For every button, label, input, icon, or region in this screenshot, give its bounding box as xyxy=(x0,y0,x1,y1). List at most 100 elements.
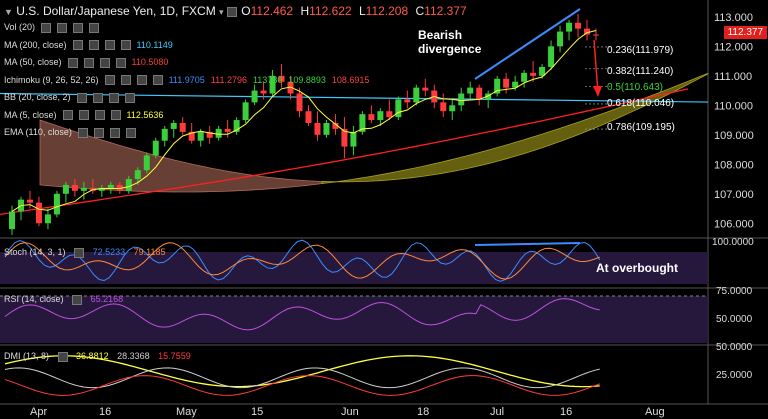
open-value: 112.462 xyxy=(250,4,294,18)
eye-icon[interactable] xyxy=(74,247,85,258)
dmi-label[interactable]: DMI (13, 8) xyxy=(4,351,50,361)
candle-body xyxy=(449,105,456,112)
high-label: H xyxy=(300,4,310,18)
indicator-control-icon[interactable] xyxy=(83,57,94,68)
close-value: 112.377 xyxy=(424,4,467,18)
indicator-control-icon[interactable] xyxy=(108,92,119,103)
chart-header: ▼ U.S. Dollar/Japanese Yen, 1D, FXCM ▾ O… xyxy=(4,4,467,18)
candle-body xyxy=(566,22,573,32)
candle-body xyxy=(251,90,258,103)
candle-body xyxy=(125,179,132,191)
candle-body xyxy=(206,131,213,138)
indicator-control-icon[interactable] xyxy=(136,75,147,86)
indicator-control-icon[interactable] xyxy=(109,127,120,138)
stoch-label[interactable]: Stoch (14, 3, 1) xyxy=(4,247,66,257)
indicator-control-icon[interactable] xyxy=(57,22,68,33)
price-tick-label: 107.000 xyxy=(714,189,754,201)
indicator-control-icon[interactable] xyxy=(94,110,105,121)
candle-body xyxy=(116,184,123,191)
indicator-control-icon[interactable] xyxy=(73,22,84,33)
indicator-control-icon[interactable] xyxy=(110,110,121,121)
indicator-control-icon[interactable] xyxy=(120,40,131,51)
indicator-label[interactable]: EMA (110, close) xyxy=(4,127,72,137)
candle-body xyxy=(494,78,501,94)
candle-body xyxy=(458,93,465,106)
price-tick-label: 108.000 xyxy=(714,159,754,171)
stoch-d-line xyxy=(4,242,600,280)
indicator-label[interactable]: Vol (20) xyxy=(4,22,36,32)
indicator-label[interactable]: MA (200, close) xyxy=(4,39,67,50)
candle-body xyxy=(548,46,555,67)
candle-body xyxy=(215,128,222,138)
candle-body xyxy=(377,111,384,121)
candle-body xyxy=(413,87,420,103)
indicator-control-icon[interactable] xyxy=(124,92,135,103)
dmi-tick-label: 50.0000 xyxy=(716,342,753,353)
fib-level-label: 0.382(111.240) xyxy=(607,66,674,77)
indicator-label[interactable]: BB (20, close, 2) xyxy=(4,92,71,102)
dmi-tick-label: 25.0000 xyxy=(716,370,753,381)
candle-body xyxy=(143,155,150,171)
indicator-control-icon[interactable] xyxy=(76,92,87,103)
candle-body xyxy=(62,184,69,194)
candle-body xyxy=(485,93,492,100)
indicator-control-icon[interactable] xyxy=(72,40,83,51)
indicator-value: 108.6915 xyxy=(331,74,370,85)
indicator-control-icon[interactable] xyxy=(62,110,73,121)
candle-body xyxy=(575,22,582,29)
current-price-tag: 112.377 xyxy=(723,26,767,39)
stoch-k-line xyxy=(4,239,601,282)
indicator-label[interactable]: Ichimoku (9, 26, 52, 26) xyxy=(4,74,99,85)
indicator-control-icon[interactable] xyxy=(93,127,104,138)
chevron-down-icon[interactable]: ▼ xyxy=(4,7,13,17)
settings-icon[interactable] xyxy=(226,6,237,17)
indicator-control-icon[interactable] xyxy=(78,110,89,121)
stoch-k-value: 72.5233 xyxy=(92,247,126,257)
candle-body xyxy=(107,184,114,188)
candle-body xyxy=(521,72,528,82)
indicator-control-icon[interactable] xyxy=(152,75,163,86)
eye-icon[interactable] xyxy=(57,351,68,362)
candle-body xyxy=(422,87,429,91)
indicator-value: 112.5636 xyxy=(126,109,164,120)
indicator-control-icon[interactable] xyxy=(77,127,88,138)
candle-body xyxy=(278,75,285,82)
candle-body xyxy=(35,202,42,224)
indicator-control-icon[interactable] xyxy=(92,92,103,103)
ma5-line xyxy=(11,30,597,212)
x-tick-label: 16 xyxy=(99,406,111,418)
indicator-control-icon[interactable] xyxy=(115,57,126,68)
indicator-control-icon[interactable] xyxy=(125,127,136,138)
indicator-label[interactable]: MA (5, close) xyxy=(4,109,57,120)
fib-level-label: 0.236(111.979) xyxy=(607,45,674,56)
fib-level-label: 0.618(110.046) xyxy=(607,98,675,109)
indicator-control-icon[interactable] xyxy=(67,57,78,68)
candle-body xyxy=(233,120,240,132)
open-label: O xyxy=(241,4,251,18)
candle-body xyxy=(179,123,186,132)
indicator-control-icon[interactable] xyxy=(104,40,115,51)
candle-body xyxy=(593,34,599,36)
indicator-control-icon[interactable] xyxy=(99,57,110,68)
indicator-row: Ichimoku (9, 26, 52, 26) 111.9705 111.2796… xyxy=(4,75,375,86)
indicator-control-icon[interactable] xyxy=(120,75,131,86)
indicator-control-icon[interactable] xyxy=(88,40,99,51)
candle-body xyxy=(314,123,321,135)
candle-body xyxy=(71,184,78,191)
candle-body xyxy=(269,75,276,94)
indicator-value: 111.9705 xyxy=(168,74,205,85)
eye-icon[interactable] xyxy=(72,294,83,305)
rsi-band xyxy=(0,296,708,343)
candle-body xyxy=(296,93,303,112)
header-dropdown-icon[interactable]: ▾ xyxy=(219,7,224,17)
rsi-label[interactable]: RSI (14, close) xyxy=(4,294,64,304)
symbol-title[interactable]: U.S. Dollar/Japanese Yen, 1D, FXCM xyxy=(16,4,216,18)
candle-body xyxy=(557,31,564,47)
indicator-label[interactable]: MA (50, close) xyxy=(4,57,62,67)
indicator-control-icon[interactable] xyxy=(41,22,52,33)
indicator-control-icon[interactable] xyxy=(89,22,100,33)
candle-body xyxy=(26,199,33,203)
candle-body xyxy=(341,128,348,147)
dmi-plus-line xyxy=(4,367,600,389)
indicator-control-icon[interactable] xyxy=(104,75,115,86)
